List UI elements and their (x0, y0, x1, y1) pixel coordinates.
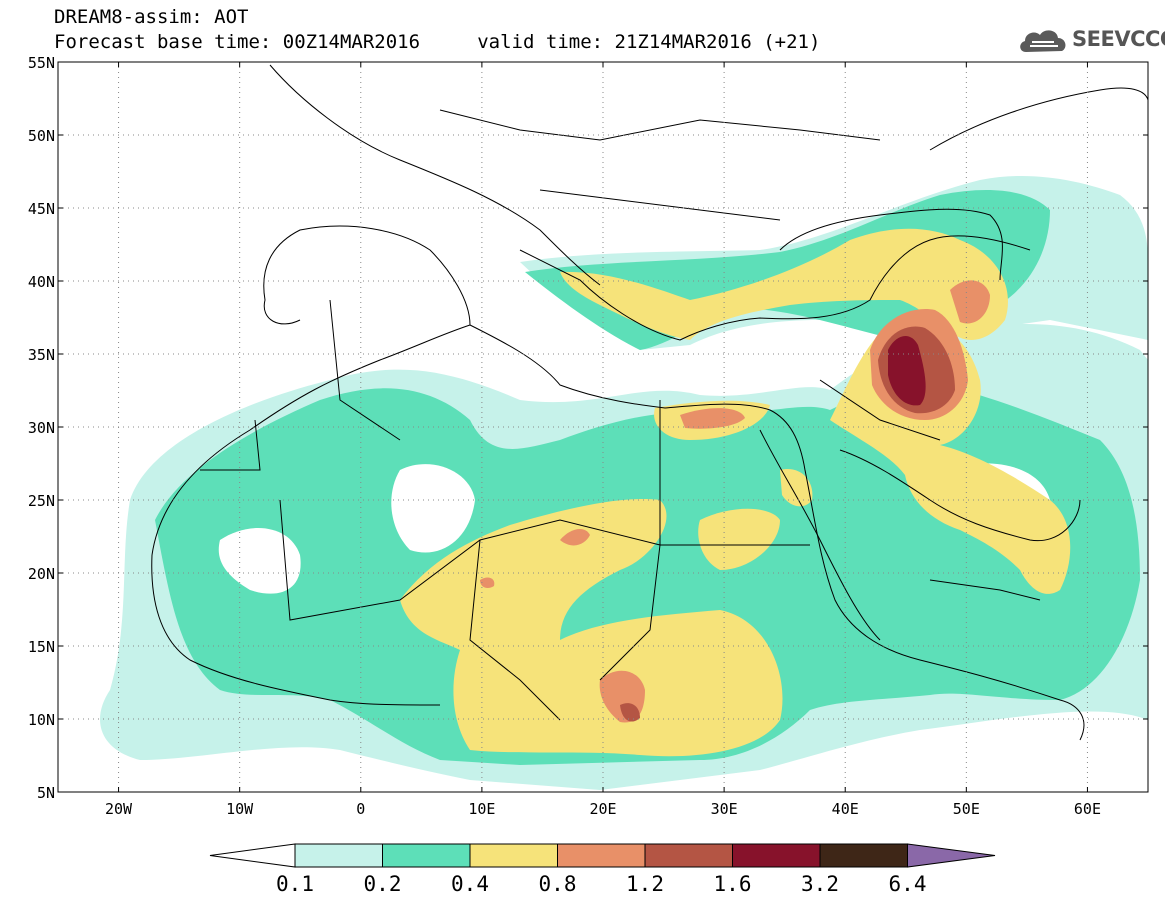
lon-label: 20W (105, 800, 133, 818)
aot-fields (100, 175, 1148, 790)
lat-label: 15N (28, 638, 55, 656)
aot-band-0.8 (680, 408, 745, 429)
lon-label: 10E (468, 800, 495, 818)
aot-band-1.6 (888, 335, 926, 406)
colorbar (209, 843, 996, 868)
chart-title: DREAM8-assim: AOT (54, 6, 249, 28)
colorbar-swatch (644, 843, 733, 868)
logo-text: SEEVCCC (1072, 27, 1165, 51)
lat-label: 50N (28, 127, 55, 145)
aot-band-0.4 (400, 499, 783, 757)
lat-label: 30N (28, 419, 55, 437)
colorbar-swatch (732, 843, 821, 868)
colorbar-labels: 0.1 0.2 0.4 0.8 1.2 1.6 3.2 6.4 (276, 872, 926, 896)
aot-band-0.8 (480, 577, 495, 588)
colorbar-swatch (557, 843, 646, 868)
colorbar-label: 0.4 (451, 872, 489, 896)
colorbar-label: 6.4 (889, 872, 927, 896)
lat-label: 40N (28, 273, 55, 291)
colorbar-label: 3.2 (801, 872, 839, 896)
map-grid (58, 62, 1148, 792)
lat-label: 45N (28, 200, 55, 218)
lon-label: 10W (226, 800, 254, 818)
colorbar-label: 1.2 (626, 872, 664, 896)
colorbar-swatch (294, 843, 383, 868)
cloud-icon (1020, 30, 1066, 52)
colorbar-swatch (469, 843, 558, 868)
aot-band-0.4 (560, 228, 1008, 340)
colorbar-max-arrow (907, 843, 996, 868)
colorbar-label: 1.6 (714, 872, 752, 896)
forecast-time-line: Forecast base time: 00Z14MAR2016 valid t… (54, 31, 821, 53)
lon-label: 40E (832, 800, 859, 818)
colorbar-min-arrow (209, 843, 296, 868)
aot-band-0.8 (950, 280, 990, 324)
lon-label: 20E (589, 800, 616, 818)
lon-label: 50E (953, 800, 980, 818)
colorbar-label: 0.8 (539, 872, 577, 896)
lat-label: 25N (28, 492, 55, 510)
colorbar-swatch (382, 843, 471, 868)
lat-label: 10N (28, 711, 55, 729)
lon-label: 0 (356, 800, 365, 818)
lat-label: 20N (28, 565, 55, 583)
low-aot-area (391, 464, 475, 553)
lat-label: 35N (28, 346, 55, 364)
coastlines (151, 64, 1148, 741)
colorbar-swatch (819, 843, 908, 868)
latitude-labels: 55N 50N 45N 40N 35N 30N 25N 20N 15N 10N 5N (28, 54, 55, 802)
lon-label: 30E (711, 800, 738, 818)
aot-band-0.8 (560, 528, 590, 546)
colorbar-label: 0.2 (364, 872, 402, 896)
colorbar-label: 0.1 (276, 872, 314, 896)
axis-ticks (58, 61, 1148, 793)
aot-band-0.4 (698, 508, 780, 570)
aot-band-1.2 (620, 703, 640, 722)
longitude-labels: 20W 10W 0 10E 20E 30E 40E 50E 60E (105, 800, 1101, 818)
aot-band-0.4 (780, 469, 813, 507)
lat-label: 5N (37, 784, 55, 802)
lat-label: 55N (28, 54, 55, 72)
lon-label: 60E (1074, 800, 1101, 818)
